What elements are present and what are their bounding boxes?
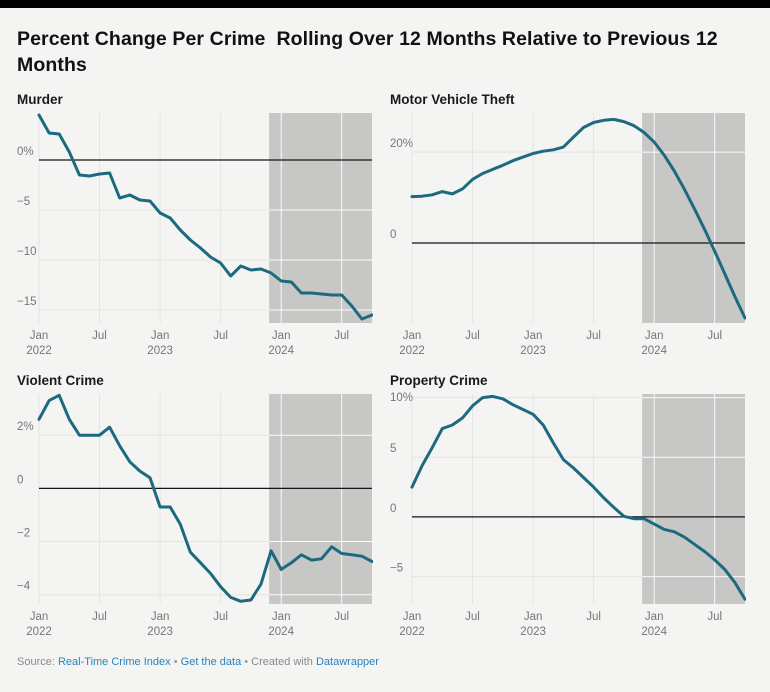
svg-text:Jan: Jan: [272, 330, 291, 342]
svg-text:2024: 2024: [641, 626, 667, 638]
footer-separator: •: [173, 656, 178, 668]
small-multiples-grid: Murder 0% −5 −10 −15 Jan 2022 Jul Jan 2023 Jul Jan…: [17, 92, 746, 642]
svg-text:2022: 2022: [399, 626, 425, 638]
svg-text:2022: 2022: [26, 345, 52, 357]
svg-text:Jan: Jan: [151, 611, 170, 623]
svg-text:−4: −4: [17, 581, 31, 593]
svg-text:−10: −10: [17, 246, 37, 258]
svg-text:Jan: Jan: [151, 330, 170, 342]
svg-text:Jan: Jan: [645, 611, 664, 623]
svg-text:0%: 0%: [17, 146, 34, 158]
chart-panel-title: Property Crime: [390, 373, 488, 388]
svg-text:2023: 2023: [520, 345, 546, 357]
svg-text:Jul: Jul: [213, 611, 228, 623]
footer-separator: •: [244, 656, 249, 668]
svg-text:2024: 2024: [641, 345, 667, 357]
svg-text:0: 0: [17, 474, 23, 486]
svg-text:2024: 2024: [268, 626, 294, 638]
svg-text:−5: −5: [17, 196, 30, 208]
svg-text:Jan: Jan: [272, 611, 291, 623]
svg-text:Jul: Jul: [92, 611, 107, 623]
svg-text:Jan: Jan: [524, 330, 543, 342]
chart-panel-title: Violent Crime: [17, 373, 104, 388]
page-title: Percent Change Per Crime Rolling Over 12…: [17, 28, 724, 76]
property-crime-line-chart: 10% 5 0 −5 Jan 2022 Jul Jan 2023 Jul Jan 2024 Jul: [390, 392, 746, 638]
chart-footer: Source: Real-Time Crime Index • Get the …: [17, 656, 753, 668]
svg-text:2023: 2023: [147, 626, 173, 638]
svg-text:Jul: Jul: [334, 330, 349, 342]
svg-text:0: 0: [390, 503, 396, 515]
svg-text:20%: 20%: [390, 138, 413, 150]
chart-panel-title: Murder: [17, 92, 63, 107]
svg-text:10%: 10%: [390, 392, 413, 404]
chart-panel-property-crime: Property Crime 10% 5 0 −5 Jan 2022 Jul Jan 2023 J…: [390, 373, 746, 642]
svg-text:Jan: Jan: [645, 330, 664, 342]
svg-text:Jan: Jan: [30, 330, 49, 342]
svg-text:−2: −2: [17, 528, 30, 540]
motor-vehicle-theft-line-chart: 20% 0 Jan 2022 Jul Jan 2023 Jul Jan 2024 Jul: [390, 113, 746, 357]
svg-text:2022: 2022: [26, 626, 52, 638]
svg-text:Jan: Jan: [403, 330, 422, 342]
datawrapper-link[interactable]: Datawrapper: [315, 656, 379, 668]
murder-line-chart: 0% −5 −10 −15 Jan 2022 Jul Jan 2023 Jul Jan 2024 Jul: [17, 113, 373, 357]
source-link[interactable]: Real-Time Crime Index: [57, 656, 171, 668]
svg-text:2%: 2%: [17, 421, 34, 433]
chart-page: Percent Change Per Crime Rolling Over 12…: [0, 8, 770, 668]
get-the-data-link[interactable]: Get the data: [180, 656, 242, 668]
svg-text:Jul: Jul: [707, 330, 722, 342]
svg-text:Jul: Jul: [92, 330, 107, 342]
svg-text:Jul: Jul: [586, 611, 601, 623]
svg-text:Jul: Jul: [465, 611, 480, 623]
svg-text:0: 0: [390, 229, 396, 241]
chart-panel-violent-crime: Violent Crime 2% 0 −2 −4 Jan 2022 Jul Jan 2023 Ju…: [17, 373, 373, 642]
chart-panel-murder: Murder 0% −5 −10 −15 Jan 2022 Jul Jan 2023 Jul Jan…: [17, 92, 373, 361]
created-with-label: Created with: [251, 656, 316, 668]
svg-text:Jan: Jan: [403, 611, 422, 623]
chart-panel-motor-vehicle-theft: Motor Vehicle Theft 20% 0 Jan 2022 Jul Jan 202…: [390, 92, 746, 361]
svg-text:−15: −15: [17, 296, 37, 308]
svg-text:Jul: Jul: [213, 330, 228, 342]
violent-crime-line-chart: 2% 0 −2 −4 Jan 2022 Jul Jan 2023 Jul Jan 2024 Jul: [17, 393, 373, 638]
source-label: Source:: [17, 656, 58, 668]
svg-text:−5: −5: [390, 563, 403, 575]
chart-panel-title: Motor Vehicle Theft: [390, 92, 515, 107]
svg-text:Jul: Jul: [465, 330, 480, 342]
svg-text:2024: 2024: [268, 345, 294, 357]
svg-text:Jul: Jul: [334, 611, 349, 623]
top-border-bar: [0, 0, 770, 8]
svg-text:2022: 2022: [399, 345, 425, 357]
svg-text:Jul: Jul: [586, 330, 601, 342]
svg-text:2023: 2023: [147, 345, 173, 357]
svg-text:Jul: Jul: [707, 611, 722, 623]
svg-text:Jan: Jan: [30, 611, 49, 623]
svg-text:Jan: Jan: [524, 611, 543, 623]
svg-text:2023: 2023: [520, 626, 546, 638]
svg-text:5: 5: [390, 443, 396, 455]
